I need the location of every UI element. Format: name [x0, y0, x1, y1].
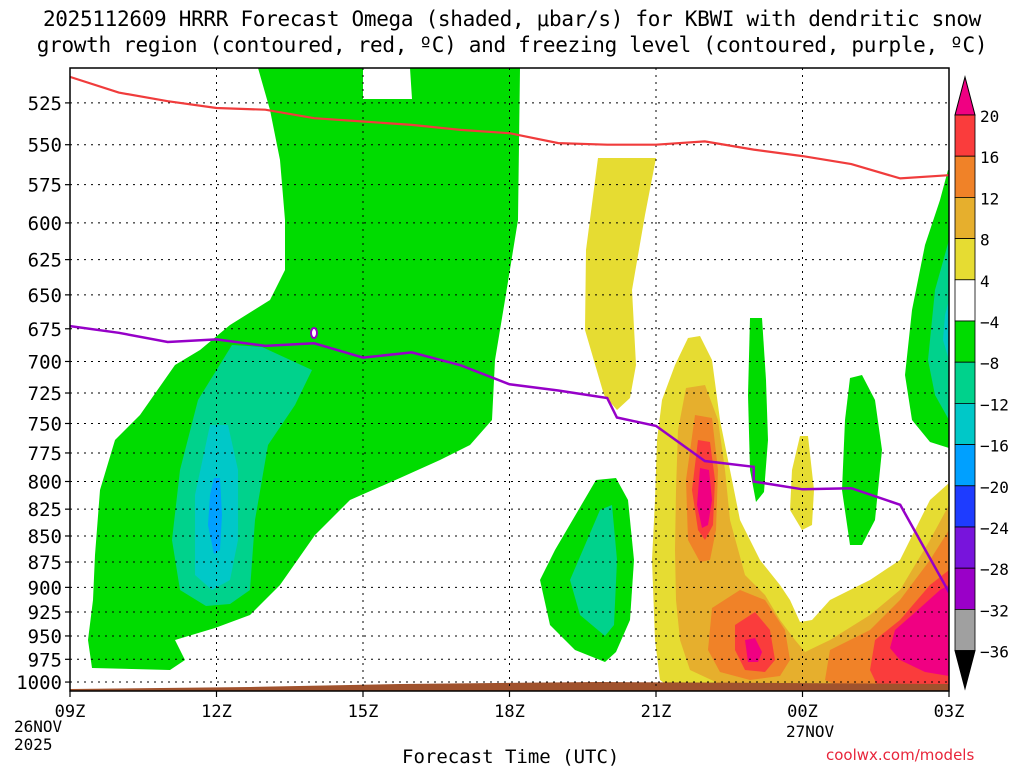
x-tick-label: 03Z [934, 702, 965, 722]
colorbar-bottom-arrow [954, 650, 976, 691]
x-tick-label: 12Z [201, 702, 232, 722]
colorbar-bin [954, 609, 976, 652]
colorbar-bin [954, 526, 976, 569]
colorbar: 20 16 12 8 4 −4 −8 −12 −16 −20 −24 −28 −32 −36 [954, 75, 1009, 691]
y-tick-label: 650 [28, 285, 62, 307]
omega-region-green-4 [842, 375, 882, 545]
colorbar-bin [954, 444, 976, 487]
omega-region-red [692, 440, 949, 691]
colorbar-label: −4 [980, 313, 999, 332]
colorbar-bin [954, 361, 976, 404]
y-tick-label: 800 [28, 471, 62, 493]
contour-lines [70, 75, 949, 593]
colorbar-label: 12 [980, 189, 999, 208]
x-axis-label: Forecast Time (UTC) [402, 746, 620, 768]
colorbar-label: −36 [980, 643, 1009, 662]
gridlines [70, 68, 949, 691]
y-tick-label: 825 [28, 499, 62, 521]
omega-region-teal-2 [570, 505, 617, 636]
x-axis: 09Z 12Z 15Z 18Z 21Z 00Z 03Z [55, 691, 965, 722]
x-tick-label: 18Z [494, 702, 525, 722]
y-tick-label: 600 [28, 213, 62, 235]
colorbar-bin [954, 196, 976, 239]
y-tick-label: 750 [28, 413, 62, 435]
colorbar-label: 4 [980, 272, 990, 291]
y-tick-label: 525 [28, 93, 62, 115]
y-tick-label: 575 [28, 175, 62, 197]
second-date-label: 27NOV [786, 722, 835, 741]
x-tick-label: 00Z [787, 702, 818, 722]
y-tick-label: 700 [28, 351, 62, 373]
colorbar-label: −32 [980, 601, 1009, 620]
omega-region-cyan-right [943, 300, 949, 360]
y-tick-label: 550 [28, 135, 62, 157]
colorbar-label: 16 [980, 148, 999, 167]
colorbar-label: −20 [980, 478, 1009, 497]
colorbar-top-arrow [954, 75, 976, 116]
colorbar-bin [954, 320, 976, 363]
colorbar-bin [954, 485, 976, 528]
start-date-year: 2025 [14, 735, 53, 754]
y-tick-label: 1000 [16, 672, 62, 694]
chart-title: 2025112609 HRRR Forecast Omega (shaded, … [0, 6, 1024, 58]
y-tick-label: 850 [28, 526, 62, 548]
omega-region-teal-right [928, 240, 949, 420]
start-date-day: 26NOV [14, 717, 63, 736]
x-tick-label: 15Z [348, 702, 379, 722]
colorbar-bin [954, 238, 976, 281]
y-tick-label: 725 [28, 383, 62, 405]
terrain-band [70, 682, 949, 691]
colorbar-label: 8 [980, 231, 990, 250]
colorbar-label: 20 [980, 107, 999, 126]
y-tick-label: 950 [28, 626, 62, 648]
colorbar-bin [954, 279, 976, 322]
title-line-2: growth region (contoured, red, ºC) and f… [36, 33, 988, 57]
colorbar-bin [954, 114, 976, 157]
y-tick-label: 900 [28, 577, 62, 599]
omega-region-blue [208, 478, 222, 554]
credit-link[interactable]: coolwx.com/models [826, 746, 975, 764]
colorbar-bin [954, 155, 976, 198]
omega-shading [70, 68, 949, 691]
x-tick-label: 21Z [641, 702, 672, 722]
freezing-level-line [70, 324, 949, 593]
colorbar-label: −12 [980, 395, 1009, 414]
title-line-1: 2025112609 HRRR Forecast Omega (shaded, … [42, 7, 982, 31]
y-tick-label: 975 [28, 649, 62, 671]
omega-region-yellow-upper [585, 158, 656, 410]
start-date-label: 26NOV 2025 [14, 718, 62, 754]
dgz-contour-line [70, 75, 949, 180]
y-tick-label: 925 [28, 602, 62, 624]
colorbar-bin [954, 567, 976, 610]
colorbar-label: −24 [980, 519, 1009, 538]
colorbar-bin [954, 402, 976, 445]
colorbar-label: −28 [980, 560, 1009, 579]
y-tick-label: 625 [28, 250, 62, 272]
y-axis: 525 550 575 600 625 650 675 700 725 750 775 800 825 8… [16, 93, 70, 694]
y-tick-label: 775 [28, 443, 62, 465]
omega-region-green-3 [748, 318, 768, 502]
x-tick-label: 09Z [55, 702, 86, 722]
freezing-level-label-marker [310, 327, 318, 339]
y-tick-label: 875 [28, 552, 62, 574]
omega-region-magenta [697, 468, 949, 676]
colorbar-label: −8 [980, 354, 999, 373]
colorbar-label: −16 [980, 437, 1009, 456]
y-tick-label: 675 [28, 319, 62, 341]
